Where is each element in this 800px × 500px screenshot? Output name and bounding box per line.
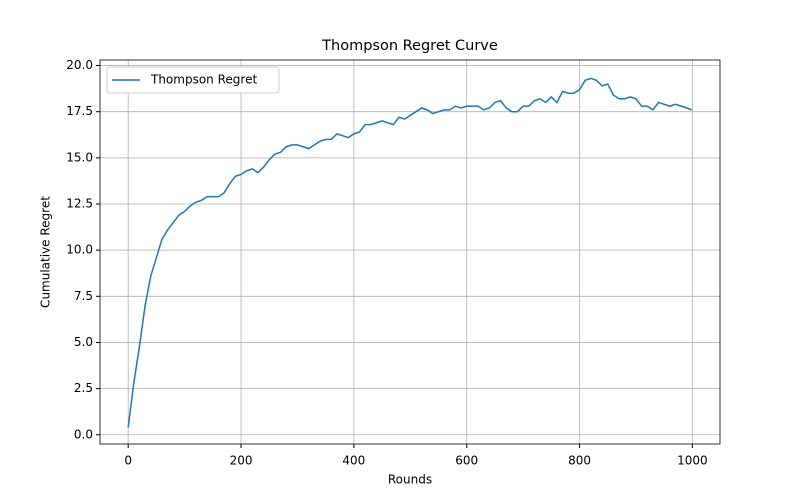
chart-title: Thompson Regret Curve: [321, 38, 498, 54]
y-tick-label: 0.0: [74, 427, 93, 441]
y-tick-label: 10.0: [66, 243, 93, 257]
y-tick-label: 5.0: [74, 335, 93, 349]
x-tick-label: 600: [455, 454, 478, 468]
y-tick-label: 17.5: [66, 104, 93, 118]
legend-label: Thompson Regret: [150, 73, 257, 87]
plot-frame: [99, 59, 721, 445]
x-tick-label: 400: [342, 454, 365, 468]
y-axis-label: Cumulative Regret: [39, 196, 53, 308]
x-tick-label: 200: [230, 454, 253, 468]
x-axis-label: Rounds: [388, 473, 432, 487]
legend-box: [106, 66, 280, 94]
line: [127, 77, 693, 428]
y-tick-label: 2.5: [74, 381, 93, 395]
y-tick-label: 20.0: [66, 58, 93, 72]
y-tick-label: 7.5: [74, 289, 93, 303]
x-tick-label: 0: [124, 454, 132, 468]
x-tick-label: 800: [568, 454, 591, 468]
y-tick-label: 15.0: [66, 150, 93, 164]
x-tick-label: 1000: [677, 454, 708, 468]
y-tick-label: 12.5: [66, 197, 93, 211]
